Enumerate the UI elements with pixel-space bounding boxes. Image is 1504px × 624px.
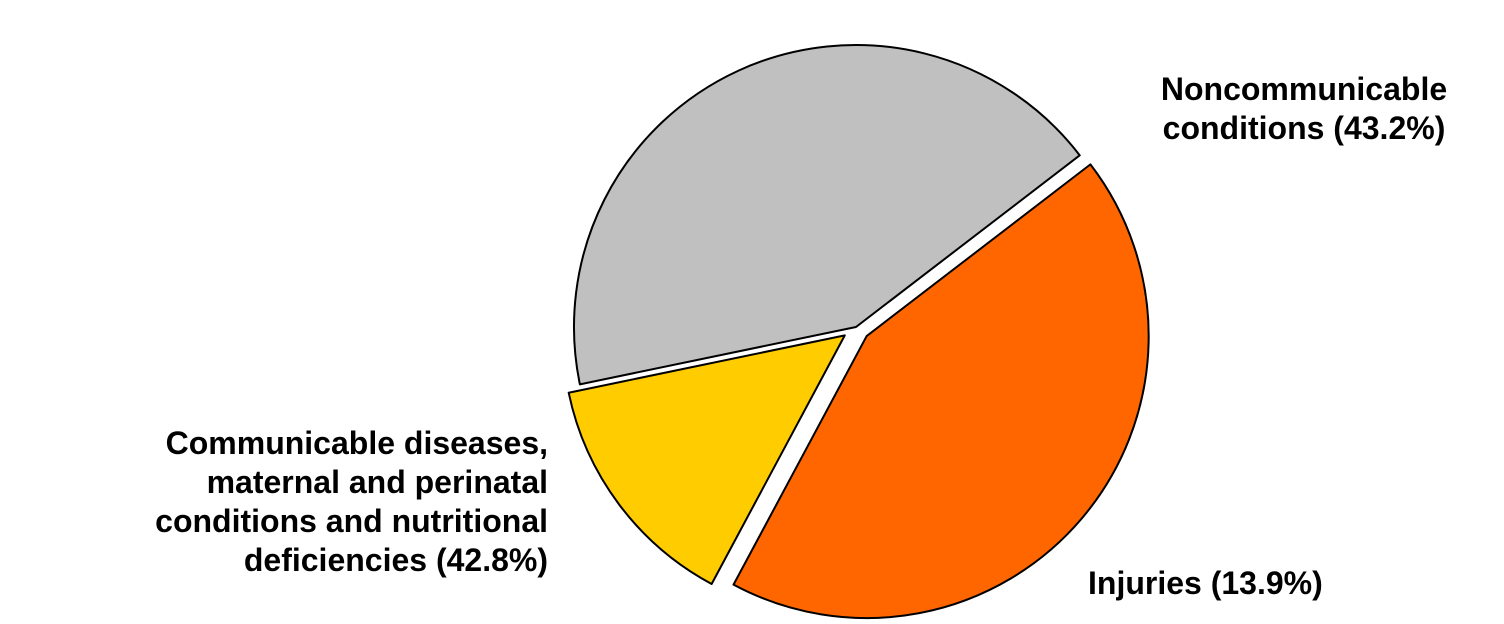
label-noncommunicable-conditions: Noncommunicable conditions (43.2%) bbox=[1160, 71, 1448, 146]
pie-slice-noncommunicable-conditions bbox=[732, 163, 1150, 620]
pie-slice-injuries bbox=[567, 334, 846, 585]
pie-slice-communicable-diseases-maternal-and-perinatal-conditions-and-nutritional-deficiencies bbox=[573, 44, 1081, 386]
label-communicable-diseases: Communicable diseases, maternal and peri… bbox=[155, 425, 548, 578]
label-injuries: Injuries (13.9%) bbox=[1088, 565, 1323, 601]
